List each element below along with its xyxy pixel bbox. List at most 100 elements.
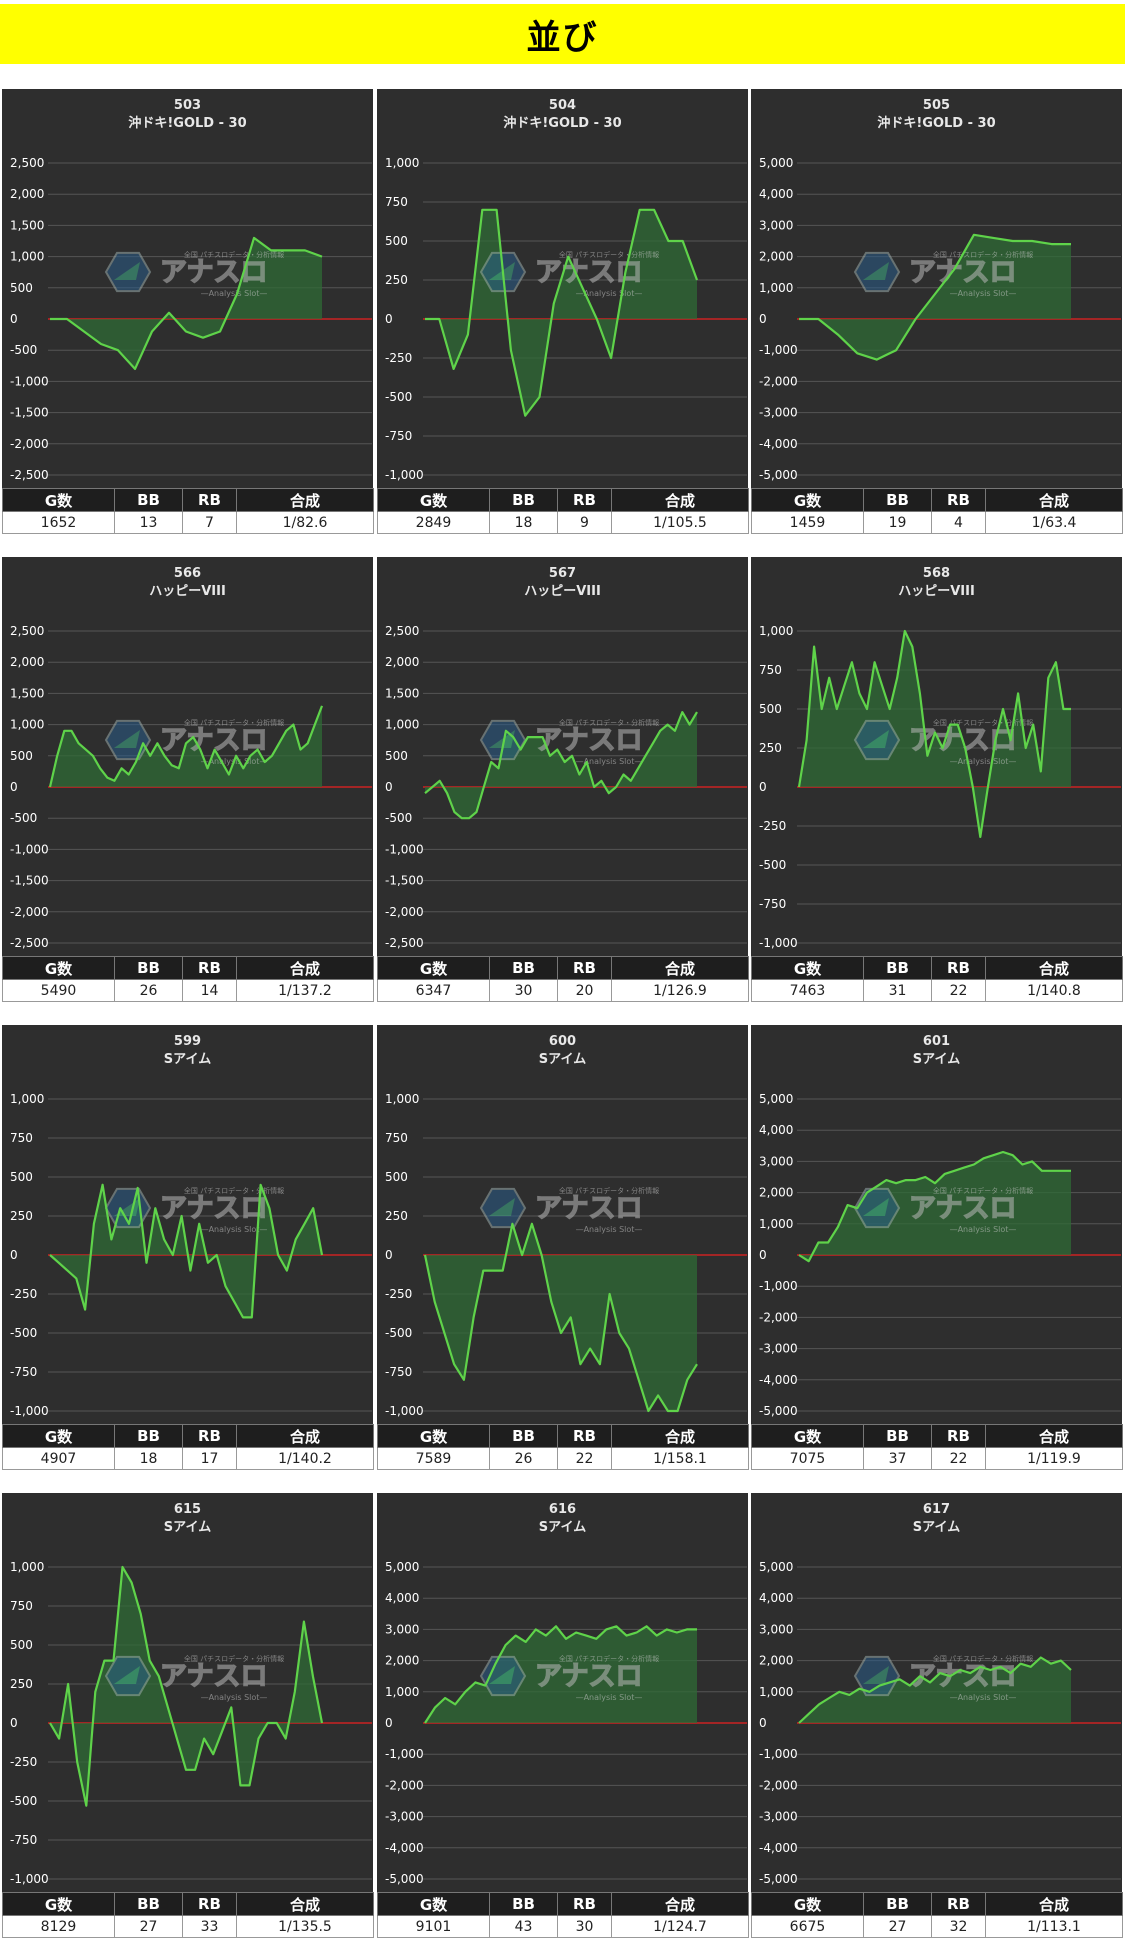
chart-number: 504 [549,98,576,113]
chart-number: 617 [923,1502,950,1517]
chart-panel: 503 沖ドキ!GOLD - 30 2,500 2,000 1,500 1,000 500 0… [2,89,373,488]
chart-cell-600: 600 Sアイム 1,000 750 500 250 0 -250 -500 -750 -1,000… [377,1025,749,1470]
stats-table: G数 BB RB 合成 1652 13 7 1/82.6 [2,488,374,534]
y-tick-label: 750 [10,1131,33,1145]
y-tick-label: -750 [10,1833,37,1847]
chart-number: 567 [549,566,576,581]
chart-machine-name: Sアイム [539,1052,586,1067]
y-tick-label: -250 [10,1755,37,1769]
y-tick-label: 0 [10,1248,18,1262]
stats-value-rb: 4 [931,511,986,534]
stats-header-rb: RB [182,1424,237,1448]
y-tick-label: 0 [759,1248,767,1262]
chart-machine-name: Sアイム [164,1052,211,1067]
watermark-logo: アナスロ—Analysis Slot— 全国 パチスロデータ・分析情報 [853,250,1033,298]
stats-value-combined: 1/126.9 [611,979,749,1002]
stats-header-rb: RB [182,956,237,980]
y-tick-label: -4,000 [759,1841,798,1855]
svg-text:—Analysis Slot—: —Analysis Slot— [950,289,1017,298]
stats-header-combined: 合成 [611,1892,749,1916]
chart-panel: 600 Sアイム 1,000 750 500 250 0 -250 -500 -750 -1,000… [377,1025,748,1424]
stats-header-rb: RB [557,1892,612,1916]
svg-text:—Analysis Slot—: —Analysis Slot— [576,1225,643,1234]
stats-table: G数 BB RB 合成 9101 43 30 1/124.7 [377,1892,749,1938]
y-tick-label: 1,000 [759,1217,793,1231]
series-line [797,629,1071,838]
chart-cell-566: 566 ハッピーVIII 2,500 2,000 1,500 1,000 500 0 -500 -… [2,557,374,1002]
series-area [425,1223,697,1411]
svg-text:アナスロ: アナスロ [535,1193,642,1224]
stats-header-games: G数 [2,488,115,512]
y-tick-label: 3,000 [385,1622,419,1636]
svg-text:全国 パチスロデータ・分析情報: 全国 パチスロデータ・分析情報 [933,1186,1033,1195]
stats-value-bb: 19 [863,511,932,534]
stats-header-combined: 合成 [985,956,1123,980]
stats-value-bb: 26 [489,1447,558,1470]
stats-header-combined: 合成 [236,1892,374,1916]
y-tick-label: 250 [759,741,782,755]
y-tick-label: -5,000 [759,1872,798,1886]
stats-value-combined: 1/105.5 [611,511,749,534]
chart-svg: 616 Sアイム 5,000 4,000 3,000 2,000 1,000 0 -1,000 -… [385,1502,747,1886]
stats-header-bb: BB [114,1424,183,1448]
y-tick-label: 250 [10,1209,33,1223]
y-tick-label: -500 [10,1326,37,1340]
chart-cell-599: 599 Sアイム 1,000 750 500 250 0 -250 -500 -750 -1,000… [2,1025,374,1470]
chart-panel: 566 ハッピーVIII 2,500 2,000 1,500 1,000 500 0 -500 -… [2,557,373,956]
y-tick-label: 3,000 [759,1154,793,1168]
chart-machine-name: 沖ドキ!GOLD - 30 [503,115,621,131]
stats-header-combined: 合成 [985,488,1123,512]
stats-header-combined: 合成 [611,1424,749,1448]
stats-header-bb: BB [114,956,183,980]
stats-header-bb: BB [863,1424,932,1448]
chart-number: 566 [174,566,201,581]
stats-table: G数 BB RB 合成 6347 30 20 1/126.9 [377,956,749,1002]
stats-header-bb: BB [489,1424,558,1448]
y-tick-label: -1,000 [385,1747,424,1761]
series-area [50,1567,322,1806]
chart-machine-name: 沖ドキ!GOLD - 30 [877,115,995,131]
y-tick-label: 500 [385,234,408,248]
stats-table: G数 BB RB 合成 5490 26 14 1/137.2 [2,956,374,1002]
svg-text:アナスロ: アナスロ [535,1661,642,1692]
chart-panel: 505 沖ドキ!GOLD - 30 5,000 4,000 3,000 2,000 1,00… [751,89,1122,488]
svg-text:アナスロ: アナスロ [160,257,267,288]
y-tick-label: 4,000 [759,1123,793,1137]
stats-header-rb: RB [182,488,237,512]
stats-header-rb: RB [557,956,612,980]
chart-cell-617: 617 Sアイム 5,000 4,000 3,000 2,000 1,000 0 -1,000 -… [751,1493,1123,1938]
stats-header-combined: 合成 [985,1424,1123,1448]
stats-value-rb: 22 [931,979,986,1002]
stats-value-games: 6347 [377,979,490,1002]
stats-value-combined: 1/82.6 [236,511,374,534]
y-tick-label: 2,000 [385,655,419,669]
svg-text:—Analysis Slot—: —Analysis Slot— [201,1225,268,1234]
y-tick-label: 1,500 [385,686,419,700]
stats-header-rb: RB [931,1424,986,1448]
series-line [49,1183,324,1319]
y-tick-label: -500 [10,811,37,825]
chart-machine-name: Sアイム [539,1520,586,1535]
chart-svg: 617 Sアイム 5,000 4,000 3,000 2,000 1,000 0 -1,000 -… [759,1502,1121,1886]
stats-header-games: G数 [377,488,490,512]
y-tick-label: -1,000 [759,343,798,357]
y-tick-label: -2,000 [10,437,49,451]
stats-table: G数 BB RB 合成 2849 18 9 1/105.5 [377,488,749,534]
chart-machine-name: ハッピーVIII [524,584,601,599]
stats-value-games: 7463 [751,979,864,1002]
stats-header-combined: 合成 [985,1892,1123,1916]
watermark-logo: アナスロ—Analysis Slot— 全国 パチスロデータ・分析情報 [104,1654,284,1702]
stats-value-combined: 1/140.8 [985,979,1123,1002]
y-tick-label: -3,000 [759,1342,798,1356]
y-tick-label: -1,000 [759,936,798,950]
y-tick-label: 5,000 [759,1092,793,1106]
stats-header-games: G数 [2,1424,115,1448]
series-line [799,233,1071,361]
y-tick-label: 250 [385,273,408,287]
y-tick-label: 5,000 [759,1560,793,1574]
stats-value-games: 5490 [2,979,115,1002]
chart-machine-name: Sアイム [913,1520,960,1535]
y-tick-label: -500 [385,390,412,404]
series-line [798,1150,1071,1263]
svg-text:全国 パチスロデータ・分析情報: 全国 パチスロデータ・分析情報 [559,1654,659,1663]
